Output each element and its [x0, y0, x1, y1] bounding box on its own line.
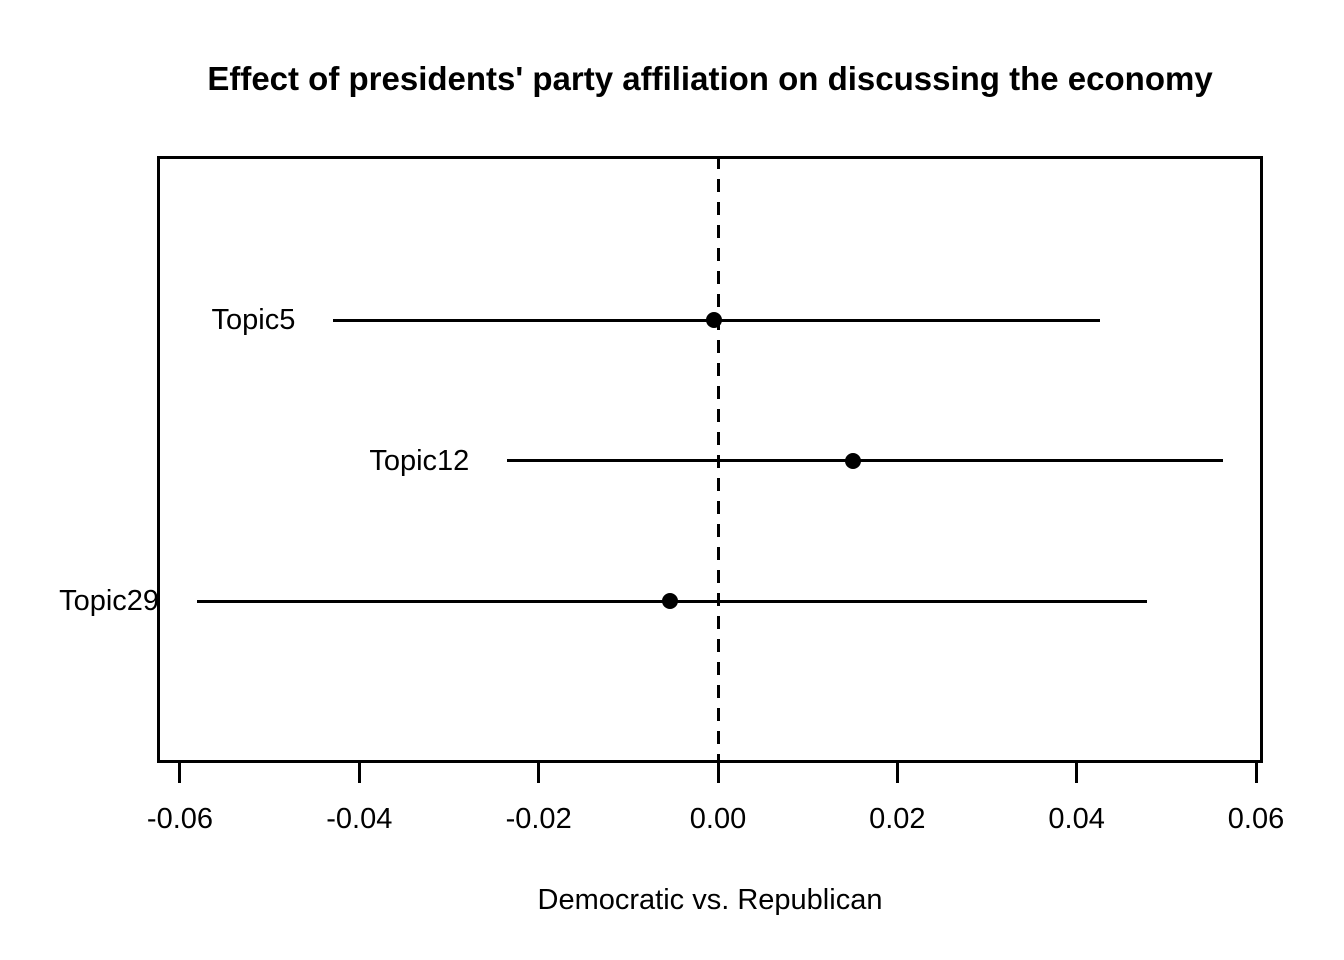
- x-axis-tick-label: -0.06: [146, 803, 214, 835]
- x-axis-tick: [716, 763, 720, 783]
- x-axis-tick: [178, 763, 182, 783]
- x-axis-tick: [895, 763, 899, 783]
- chart-title: Effect of presidents' party affiliation …: [207, 60, 1213, 97]
- x-axis-tick: [357, 763, 361, 783]
- estimate-point: [844, 452, 861, 469]
- x-axis-tick: [1254, 763, 1258, 783]
- x-axis-tick: [1075, 763, 1079, 783]
- estimate-point: [661, 593, 678, 609]
- x-axis-label: Democratic vs. Republican: [537, 884, 883, 916]
- topic-label: Topic5: [211, 304, 296, 336]
- x-axis-tick: [537, 763, 541, 783]
- topic-label: Topic12: [369, 444, 470, 477]
- estimate-point: [706, 312, 723, 328]
- x-axis-tick-label: 0.02: [869, 803, 926, 835]
- x-axis-tick-label: 0.00: [689, 803, 747, 835]
- x-axis-tick-label: 0.04: [1048, 803, 1105, 835]
- x-axis-tick-label: -0.02: [505, 803, 572, 835]
- topic-label: Topic29: [59, 585, 160, 617]
- confidence-interval-line: [507, 459, 1223, 462]
- x-axis-tick-label: -0.04: [326, 803, 393, 835]
- x-axis-tick-label: 0.06: [1227, 803, 1285, 835]
